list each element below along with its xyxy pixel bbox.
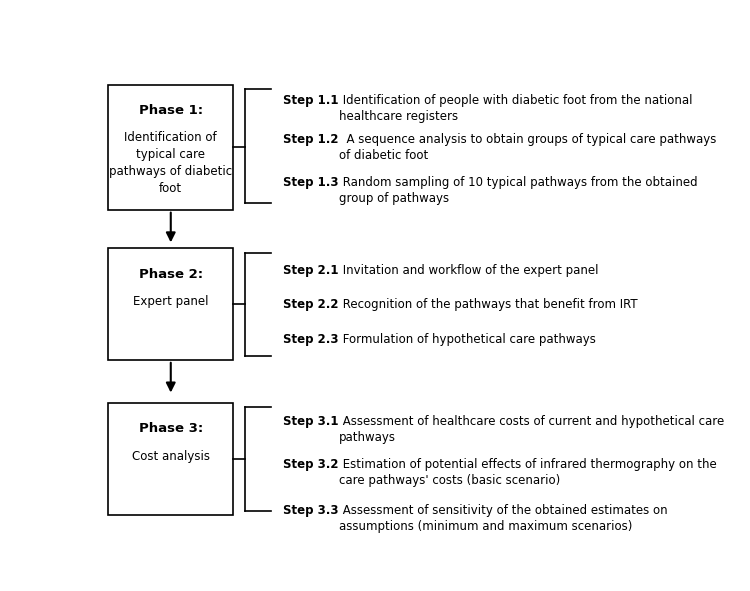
Bar [108, 248, 233, 360]
Text: Random sampling of 10 typical pathways from the obtained
group of pathways: Random sampling of 10 typical pathways f… [339, 176, 698, 204]
Text: Step 3.3: Step 3.3 [283, 504, 338, 517]
Text: A sequence analysis to obtain groups of typical care pathways
of diabetic foot: A sequence analysis to obtain groups of … [339, 133, 717, 163]
Text: Expert panel: Expert panel [133, 295, 209, 308]
Text: Step 1.1: Step 1.1 [283, 93, 338, 106]
Text: Step 3.2: Step 3.2 [283, 457, 338, 470]
Text: Step 1.3: Step 1.3 [283, 176, 338, 189]
Text: Identification of
typical care
pathways of diabetic
foot: Identification of typical care pathways … [110, 131, 232, 195]
Text: Estimation of potential effects of infrared thermography on the
care pathways' c: Estimation of potential effects of infra… [339, 457, 717, 487]
Text: Assessment of healthcare costs of current and hypothetical care
pathways: Assessment of healthcare costs of curren… [339, 415, 724, 444]
Text: Formulation of hypothetical care pathways: Formulation of hypothetical care pathway… [339, 333, 596, 346]
Text: Step 2.2: Step 2.2 [283, 298, 338, 311]
Text: Assessment of sensitivity of the obtained estimates on
assumptions (minimum and : Assessment of sensitivity of the obtaine… [339, 504, 668, 533]
Text: Phase 1:: Phase 1: [139, 103, 202, 116]
Text: Phase 2:: Phase 2: [139, 268, 202, 281]
Bar [108, 85, 233, 210]
Text: Phase 3:: Phase 3: [139, 422, 203, 435]
Text: Step 2.1: Step 2.1 [283, 264, 338, 277]
Text: Step 3.1: Step 3.1 [283, 415, 338, 428]
Text: Invitation and workflow of the expert panel: Invitation and workflow of the expert pa… [339, 264, 598, 277]
Text: Identification of people with diabetic foot from the national
healthcare registe: Identification of people with diabetic f… [339, 93, 693, 123]
Text: Cost analysis: Cost analysis [132, 450, 210, 463]
Text: Step 2.3: Step 2.3 [283, 333, 338, 346]
Bar [108, 403, 233, 515]
Text: Step 1.2: Step 1.2 [283, 133, 338, 146]
Text: Recognition of the pathways that benefit from IRT: Recognition of the pathways that benefit… [339, 298, 638, 311]
